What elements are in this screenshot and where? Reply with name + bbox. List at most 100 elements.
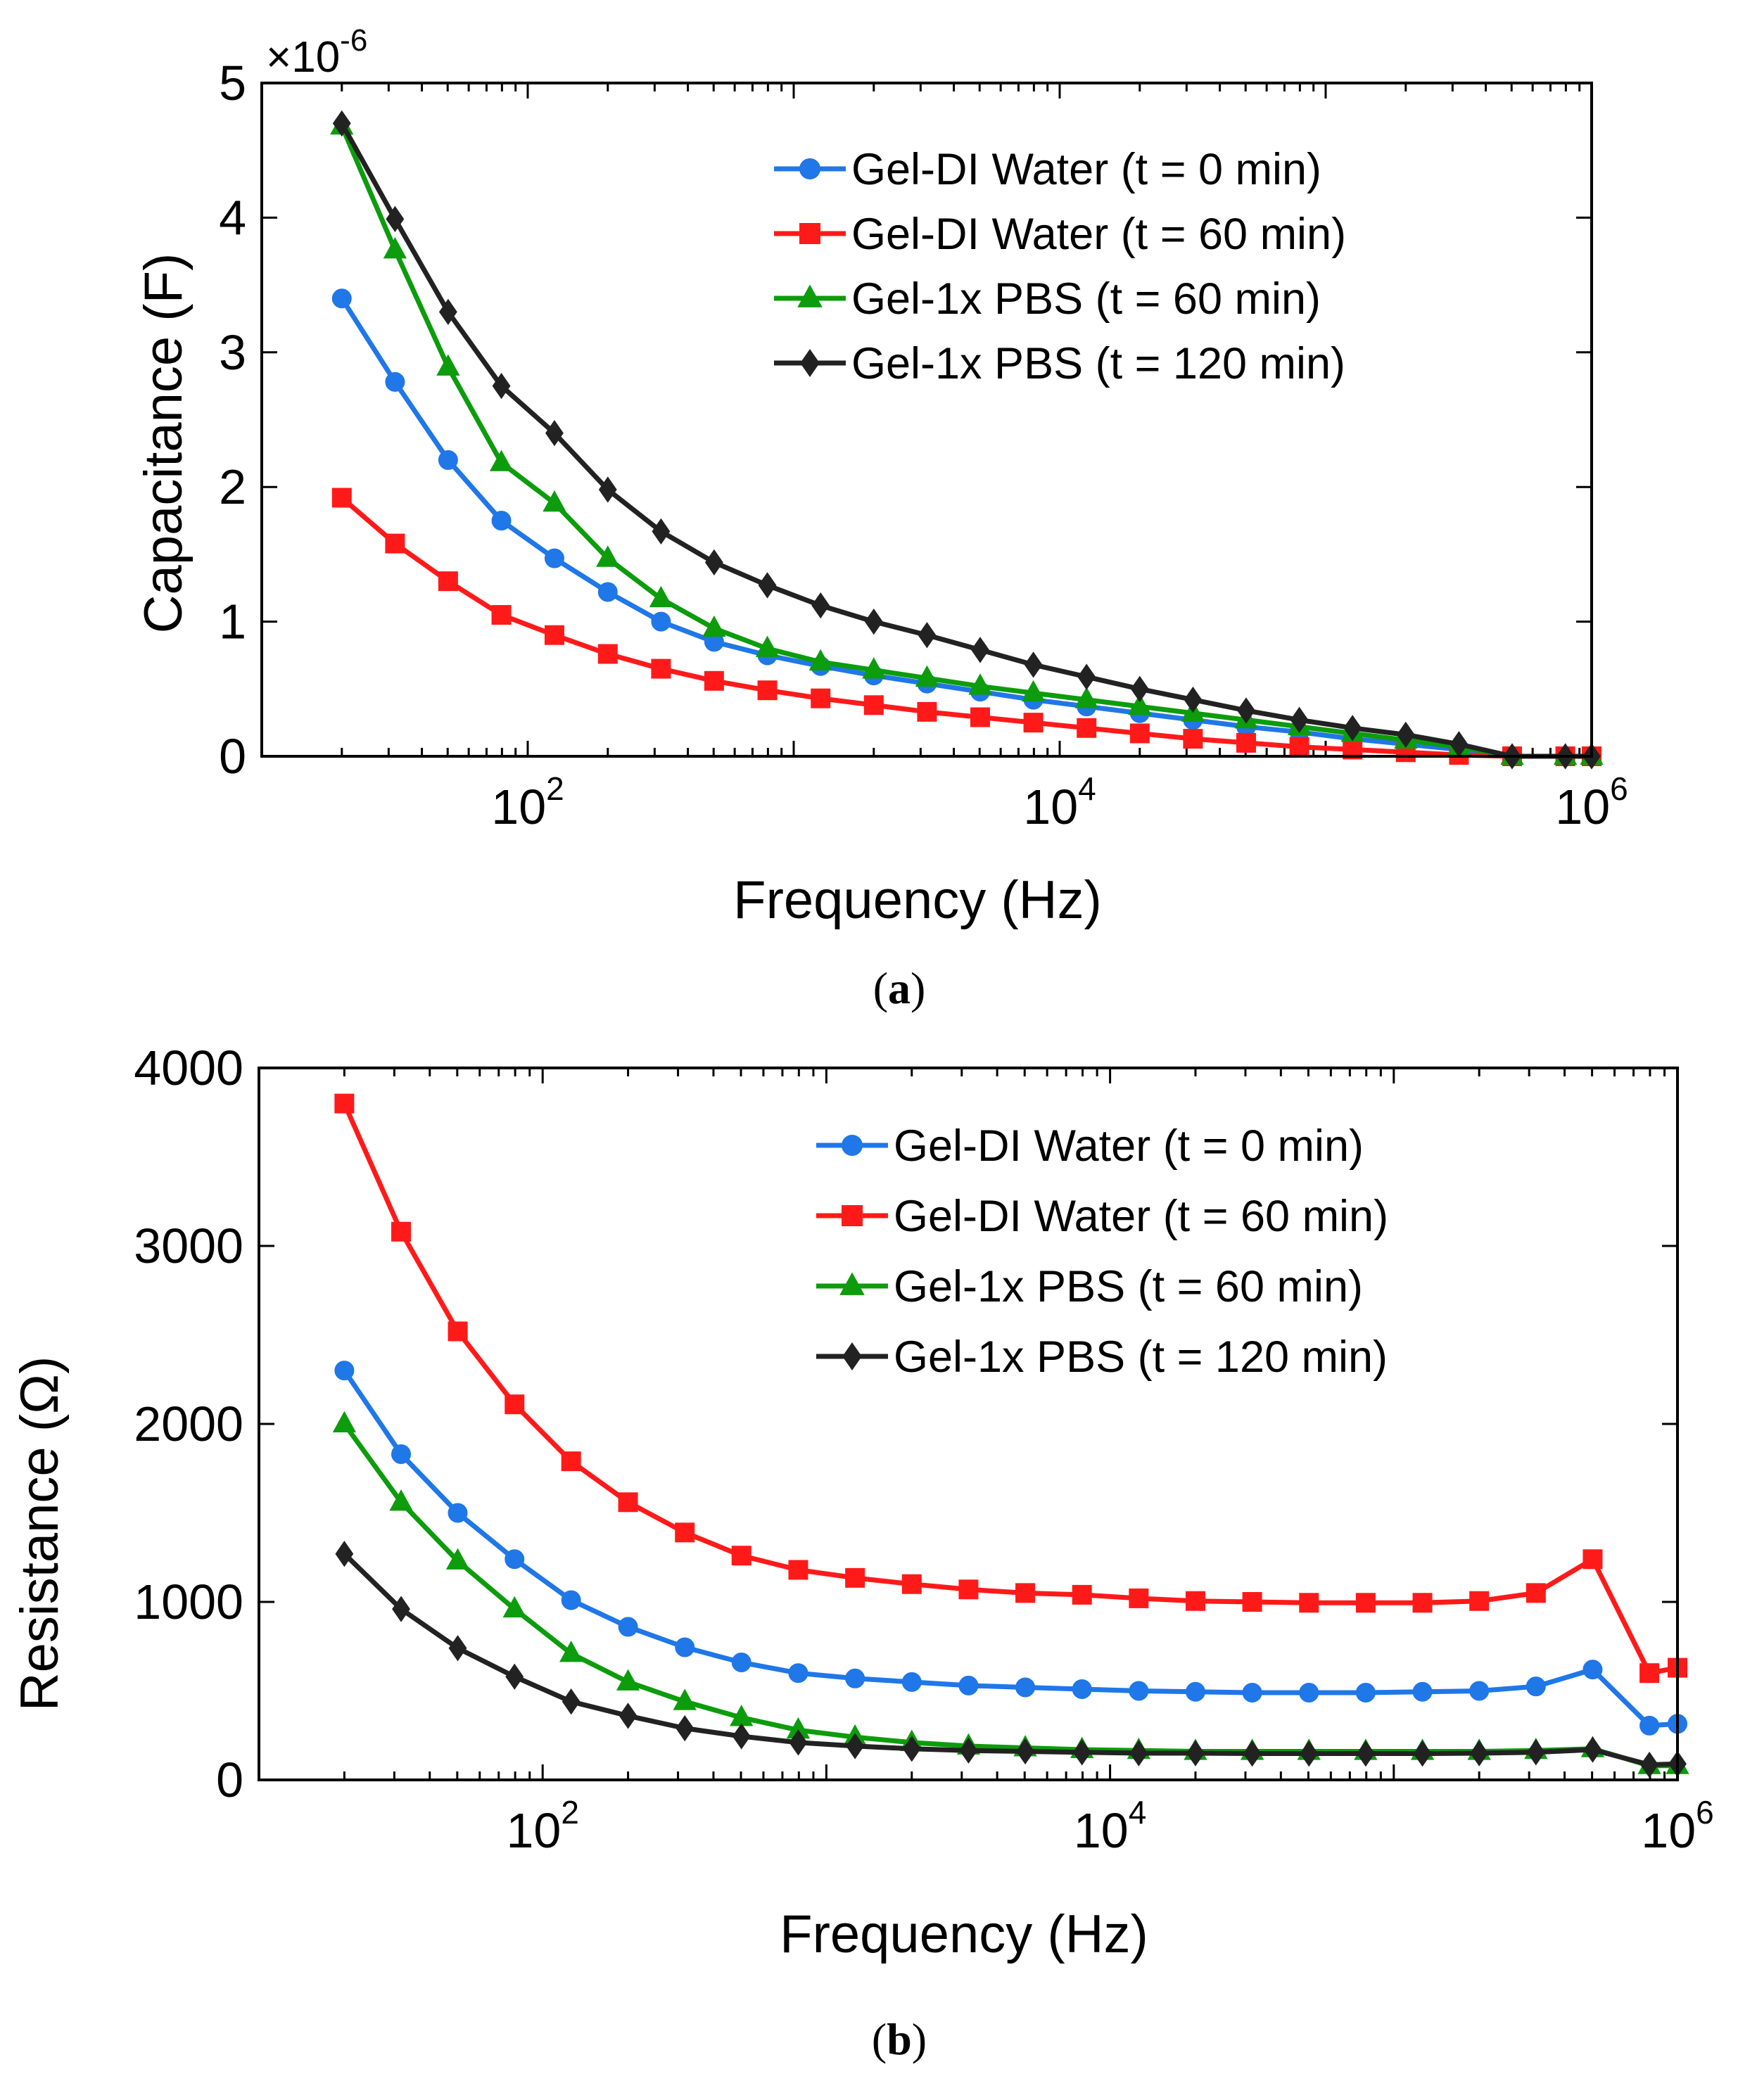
- data-point: [331, 488, 352, 508]
- data-point: [619, 1703, 638, 1729]
- legend-marker: [800, 349, 820, 377]
- data-point: [1072, 1584, 1092, 1605]
- legend: Gel-DI Water (t = 0 min) Gel-DI Water (t …: [774, 145, 1346, 388]
- data-point: [1299, 1593, 1319, 1613]
- y-axis-title: Capacitance (F): [134, 253, 194, 634]
- plot-area-frame: [258, 1067, 1679, 1781]
- data-point: [1129, 1588, 1149, 1608]
- data-point: [561, 1590, 581, 1610]
- y-tick-label: 1000: [134, 1574, 243, 1629]
- data-point: [332, 1411, 357, 1433]
- data-point: [1639, 1663, 1660, 1684]
- data-point: [597, 644, 618, 664]
- data-point: [616, 1669, 640, 1691]
- data-point: [1343, 715, 1362, 742]
- data-point: [862, 657, 886, 679]
- series-line: [342, 1369, 1678, 1729]
- data-point: [1185, 1681, 1205, 1702]
- data-point: [331, 288, 352, 309]
- chart-panel-a: 0 1 2 3 4 5 102 104 106 ×10-6 Frequency (Hz) Cap…: [134, 23, 1628, 1013]
- data-point: [968, 673, 992, 695]
- legend-label: Gel-1x PBS (t = 60 min): [851, 274, 1321, 324]
- y-tick-label: 4: [219, 190, 246, 245]
- data-point: [1413, 1740, 1432, 1767]
- data-point: [335, 1541, 354, 1567]
- data-point: [1582, 1660, 1603, 1680]
- data-point: [1300, 1740, 1319, 1767]
- y-tick-label: 3000: [134, 1218, 243, 1273]
- data-point: [1072, 1739, 1091, 1766]
- y-tick-label: 4000: [134, 1041, 243, 1095]
- panel-caption-b: (b): [872, 2014, 927, 2064]
- data-point: [758, 572, 777, 599]
- data-point: [1243, 1740, 1262, 1767]
- data-point: [385, 533, 405, 554]
- data-point: [543, 490, 566, 512]
- data-point: [1129, 723, 1150, 744]
- data-point: [389, 1489, 413, 1511]
- data-point: [1129, 1740, 1148, 1767]
- data-point: [902, 1736, 921, 1762]
- data-point: [1236, 732, 1256, 753]
- data-point: [731, 1546, 751, 1566]
- data-point: [789, 1729, 808, 1756]
- x-tick-label: 102: [506, 1794, 578, 1858]
- data-point: [491, 605, 512, 625]
- data-point: [970, 707, 990, 727]
- data-point: [1129, 1681, 1149, 1701]
- x-axis-title: Frequency (Hz): [780, 1904, 1148, 1964]
- data-point: [544, 548, 564, 568]
- data-point: [702, 615, 726, 637]
- data-point: [436, 354, 460, 376]
- data-point: [334, 1361, 355, 1381]
- data-point: [1396, 721, 1415, 749]
- data-point: [675, 1714, 694, 1742]
- data-point: [788, 1560, 808, 1580]
- data-point: [1469, 1591, 1490, 1611]
- x-tick-label: 106: [1555, 770, 1628, 834]
- legend-marker: [797, 284, 823, 307]
- legend-marker: [842, 1342, 862, 1370]
- data-point: [391, 1221, 412, 1242]
- data-point: [1074, 687, 1098, 708]
- data-point: [732, 1723, 751, 1750]
- data-point: [845, 1567, 865, 1588]
- legend-label: Gel-1x PBS (t = 120 min): [851, 339, 1345, 388]
- data-point: [971, 637, 989, 663]
- data-point: [596, 545, 620, 567]
- data-point: [492, 372, 511, 400]
- data-point: [438, 571, 458, 592]
- data-point: [675, 1522, 695, 1543]
- data-point: [618, 1492, 638, 1513]
- legend-label: Gel-DI Water (t = 60 min): [851, 210, 1346, 259]
- data-point: [1130, 675, 1149, 702]
- data-point: [545, 419, 564, 447]
- data-point: [845, 1668, 865, 1688]
- data-point: [386, 205, 405, 232]
- data-point: [1015, 1677, 1036, 1698]
- data-point: [1128, 693, 1152, 715]
- data-point: [958, 1675, 979, 1695]
- data-point: [1640, 1751, 1659, 1778]
- data-point: [489, 450, 514, 471]
- legend-marker: [842, 1135, 863, 1156]
- data-point: [438, 450, 458, 470]
- data-point: [755, 635, 780, 657]
- data-point: [1184, 686, 1203, 713]
- data-point: [1525, 1676, 1546, 1697]
- data-point: [649, 585, 673, 608]
- y-tick-label: 5: [219, 56, 246, 110]
- data-point: [901, 1574, 922, 1594]
- data-point: [1021, 680, 1046, 702]
- data-point: [901, 1672, 922, 1692]
- data-point: [811, 688, 831, 708]
- data-point: [334, 1093, 355, 1114]
- data-point: [915, 665, 939, 687]
- data-point: [1024, 651, 1043, 678]
- data-point: [332, 110, 351, 137]
- legend-label: Gel-DI Water (t = 0 min): [851, 145, 1321, 194]
- data-point: [385, 371, 405, 392]
- data-point: [1299, 1683, 1319, 1703]
- data-point: [618, 1617, 638, 1637]
